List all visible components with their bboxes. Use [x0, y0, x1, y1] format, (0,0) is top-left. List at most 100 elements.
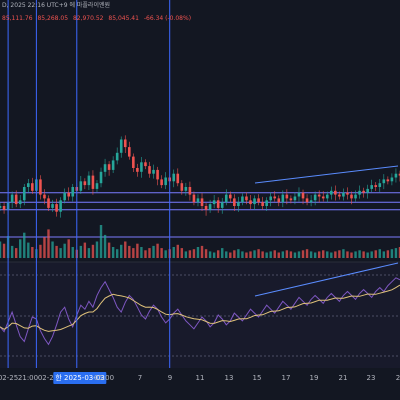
- ohlc-low: 82,970.52: [72, 15, 104, 22]
- candle-body: [176, 173, 180, 184]
- volume-bar: [47, 229, 50, 258]
- time-axis-tick: 02-28: [37, 374, 59, 382]
- candle-body: [59, 200, 62, 212]
- candle-body: [366, 188, 369, 193]
- candle-body: [297, 192, 301, 197]
- candle-body: [119, 139, 123, 153]
- volume-bar: [253, 250, 256, 258]
- volume-bar: [124, 241, 127, 258]
- volume-bar: [59, 248, 62, 258]
- candle-body: [10, 194, 14, 203]
- volume-bar: [358, 250, 361, 258]
- volume-bar: [293, 252, 297, 258]
- candle-body: [321, 196, 325, 199]
- candle-body: [350, 194, 353, 199]
- candle-body: [265, 200, 268, 206]
- volume-bar: [115, 249, 119, 258]
- time-axis-tick: 11: [195, 374, 205, 382]
- candle-body: [204, 206, 208, 210]
- volume-bar: [362, 251, 365, 258]
- time-axis-tick: 15: [252, 374, 262, 382]
- candle-body: [370, 185, 373, 189]
- volume-bar: [233, 250, 236, 258]
- ohlc-high: 85,268.05: [37, 15, 69, 22]
- candle-body: [229, 194, 232, 199]
- candle-body: [277, 198, 281, 203]
- volume-bar: [338, 250, 341, 258]
- volume-bar: [152, 245, 155, 258]
- candle-body: [79, 181, 83, 191]
- candle-body: [224, 194, 228, 203]
- candle-body: [123, 139, 127, 148]
- candle-body: [95, 183, 99, 189]
- volume-bar: [378, 249, 381, 258]
- volume-bar: [281, 251, 285, 258]
- candle-body: [398, 173, 400, 176]
- candle-body: [249, 200, 252, 205]
- volume-bar: [261, 251, 264, 258]
- volume-bar: [164, 250, 167, 258]
- volume-bar: [374, 250, 377, 258]
- candle-body: [309, 200, 313, 203]
- candle-body: [51, 204, 54, 208]
- price-trend-line: [254, 165, 399, 184]
- volume-bar: [265, 252, 268, 258]
- candle-body: [325, 194, 329, 199]
- candle-body: [220, 202, 224, 208]
- volume-bar: [305, 249, 309, 258]
- candle-body: [67, 192, 70, 197]
- candle-body: [269, 196, 272, 201]
- volume-bar: [99, 225, 103, 258]
- candle-body: [216, 200, 220, 208]
- candle-body: [346, 192, 349, 195]
- volume-bar: [2, 243, 6, 258]
- candle-body: [184, 187, 188, 191]
- rsi-ma-line: [0, 284, 400, 332]
- candle-body: [313, 194, 317, 201]
- volume-bar: [390, 249, 394, 258]
- volume-bar: [342, 249, 345, 258]
- time-axis[interactable]: 02-25 21:00 02-28 한 2025-03-03 05:00 7 9 11 13 15…: [0, 368, 400, 400]
- candle-body: [394, 173, 398, 178]
- rsi-trend-line: [254, 262, 399, 297]
- volume-bar: [19, 239, 22, 258]
- volume-bar: [180, 248, 184, 258]
- candle-body: [43, 194, 46, 199]
- volume-bar: [225, 251, 228, 258]
- candle-body: [212, 200, 216, 205]
- volume-bar: [120, 244, 123, 258]
- chart-title-line: D, 2025 22:16 UTC+9 에 마플라이엔원: [2, 2, 110, 10]
- candle-body: [253, 198, 256, 205]
- volume-bar: [237, 249, 240, 258]
- candle-body: [152, 169, 155, 174]
- candle-body: [160, 179, 163, 186]
- volume-bar: [172, 247, 175, 258]
- volume-bar: [382, 251, 386, 258]
- volume-bar: [91, 244, 95, 258]
- time-axis-tick: 23: [366, 374, 376, 382]
- time-axis-tick: 02-25: [0, 374, 19, 382]
- volume-bar: [83, 242, 87, 258]
- time-axis-tick: 13: [224, 374, 234, 382]
- candle-body: [245, 196, 248, 201]
- candle-body: [2, 206, 6, 210]
- candle-body: [362, 190, 365, 193]
- ohlc-change: -66.34 (-0.08%): [143, 15, 192, 22]
- volume-bar: [39, 244, 42, 258]
- volume-bar: [350, 252, 353, 258]
- candle-body: [22, 187, 26, 201]
- volume-bar: [23, 232, 26, 258]
- volume-bar: [200, 245, 204, 258]
- ohlc-close: 85,045.41: [108, 15, 139, 22]
- volume-bar: [322, 250, 325, 258]
- volume-bar: [212, 252, 216, 258]
- volume-bar: [132, 248, 135, 258]
- candle-body: [107, 164, 111, 170]
- candle-body: [334, 190, 337, 195]
- volume-bar: [71, 247, 74, 258]
- candle-body: [172, 173, 176, 182]
- volume-bar: [10, 245, 14, 258]
- volume-bar: [354, 251, 357, 258]
- volume-bar: [394, 248, 398, 258]
